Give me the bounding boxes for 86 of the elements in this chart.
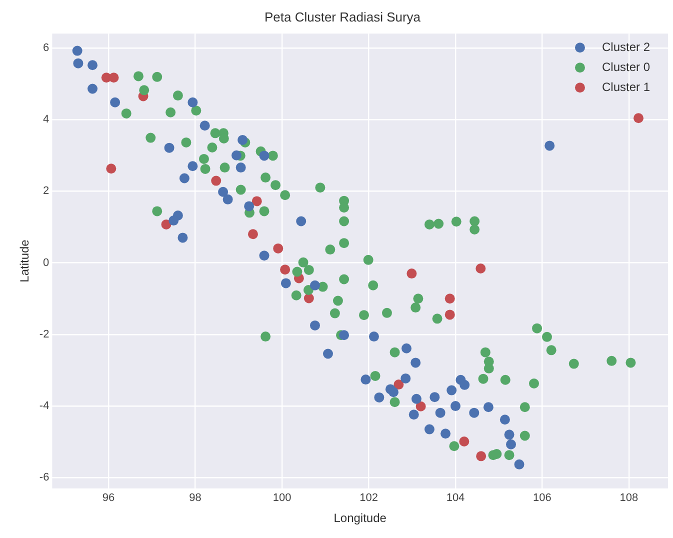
point (504, 430, 514, 440)
point (401, 343, 412, 354)
point (178, 232, 188, 243)
y-tick-label: 0 (43, 256, 50, 269)
x-tick-label: 98 (189, 492, 202, 504)
y-tick-label: 2 (43, 185, 50, 198)
y-tick-label: -2 (39, 328, 50, 340)
point (483, 402, 494, 412)
x-tick-label: 106 (533, 492, 552, 504)
point (259, 150, 270, 161)
point (444, 294, 455, 304)
point (310, 320, 320, 330)
point (310, 280, 320, 290)
point (168, 216, 179, 226)
x-axis-title: Longitude (334, 511, 387, 526)
point (110, 97, 120, 108)
point (411, 394, 422, 404)
point (424, 424, 434, 434)
point (222, 194, 233, 204)
point (435, 408, 446, 418)
point (339, 330, 350, 340)
point (179, 173, 190, 184)
chart-title: Peta Cluster Radiasi Surya (264, 9, 422, 24)
point (444, 310, 455, 320)
x-tick-label: 104 (446, 492, 465, 504)
point (374, 392, 384, 402)
y-tick-label: 6 (43, 42, 50, 54)
point (450, 401, 460, 412)
x-tick-label: 96 (102, 492, 115, 504)
point (388, 387, 398, 398)
point (218, 186, 228, 197)
point (368, 332, 379, 342)
point (400, 373, 411, 384)
x-tick-label: 108 (620, 492, 638, 504)
point (406, 268, 417, 279)
point (280, 278, 291, 288)
point (88, 60, 98, 70)
point (460, 380, 470, 390)
point (410, 358, 421, 368)
point (248, 229, 258, 240)
point (200, 120, 210, 131)
legend-label: Cluster 1 (602, 80, 650, 94)
y-tick-label: 4 (43, 114, 50, 126)
point (634, 113, 644, 124)
point (259, 250, 270, 261)
point (108, 72, 119, 83)
y-axis-title: Latitude (18, 239, 32, 282)
point (514, 459, 524, 470)
point (544, 140, 555, 151)
point (73, 58, 84, 68)
point (72, 46, 82, 56)
y-tick-label: -6 (39, 472, 50, 484)
point (469, 408, 480, 418)
x-tick-label: 100 (272, 492, 292, 504)
point (252, 196, 262, 206)
legend-label: Cluster 2 (602, 40, 650, 54)
point (211, 176, 222, 186)
point (430, 392, 440, 402)
point (440, 428, 451, 439)
y-tick-label: -4 (39, 400, 50, 412)
point (188, 97, 198, 108)
point (188, 161, 198, 172)
point (88, 84, 98, 94)
point (408, 410, 419, 420)
point (236, 162, 246, 173)
point (506, 439, 516, 450)
point (280, 264, 290, 275)
point (238, 134, 248, 145)
point (273, 243, 284, 254)
point (106, 164, 116, 174)
point (360, 374, 371, 385)
point (164, 142, 174, 153)
point (476, 264, 486, 274)
point (244, 201, 254, 212)
point (416, 401, 426, 412)
point (296, 216, 306, 226)
point (323, 348, 333, 359)
point (394, 380, 404, 390)
x-tick-label: 102 (360, 492, 378, 504)
legend-label: Cluster 0 (602, 60, 650, 74)
point (476, 451, 486, 462)
point (459, 436, 470, 446)
point (446, 385, 457, 396)
point (500, 414, 510, 425)
point (161, 219, 172, 230)
point (231, 150, 242, 160)
